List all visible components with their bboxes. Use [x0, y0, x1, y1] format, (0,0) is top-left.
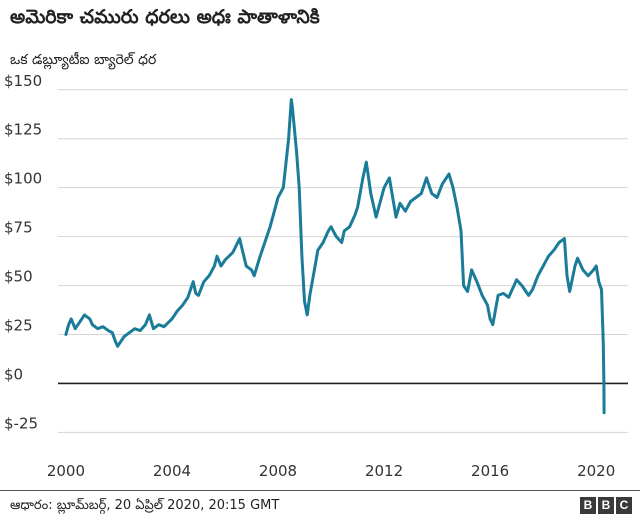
bbc-logo-letter: C [616, 497, 632, 514]
y-tick-label: $50 [4, 268, 33, 286]
line-chart: $-25 $0 $25 $50 $75 $100 $125 $150 2000 2004 2008… [4, 72, 628, 480]
bbc-logo-letter: B [598, 497, 614, 514]
footer-divider [0, 490, 640, 491]
gridlines [58, 89, 628, 433]
y-tick-label: $75 [4, 219, 33, 237]
chart-title: అమెరికా చమురు ధరలు అధః పాతాళానికి [10, 6, 320, 28]
y-tick-label: $0 [4, 365, 23, 383]
bbc-logo-letter: B [580, 497, 596, 514]
y-axis-label: ఒక డబ్ల్యూటీఐ బ్యారెల్ ధర [10, 52, 157, 68]
x-tick-label: 2020 [577, 462, 615, 480]
y-tick-label: $125 [4, 121, 42, 139]
y-tick-labels: $-25 $0 $25 $50 $75 $100 $125 $150 [4, 72, 42, 433]
bbc-logo: B B C [580, 497, 632, 514]
y-tick-label: $25 [4, 317, 33, 335]
y-tick-label: $-25 [4, 414, 38, 432]
x-tick-label: 2012 [365, 462, 403, 480]
x-tick-label: 2016 [471, 462, 509, 480]
x-tick-label: 2008 [259, 462, 297, 480]
x-tick-label: 2000 [47, 462, 85, 480]
series-line [64, 98, 606, 415]
series-layer [64, 98, 606, 415]
y-tick-label: $100 [4, 170, 42, 188]
source-note: ఆధారం: బ్లూమ్‌బర్గ్, 20 ఏప్రిల్ 2020, 20… [10, 498, 280, 513]
x-tick-label: 2004 [153, 462, 191, 480]
x-tick-labels: 2000 2004 2008 2012 2016 2020 [47, 462, 615, 480]
y-tick-label: $150 [4, 72, 42, 90]
